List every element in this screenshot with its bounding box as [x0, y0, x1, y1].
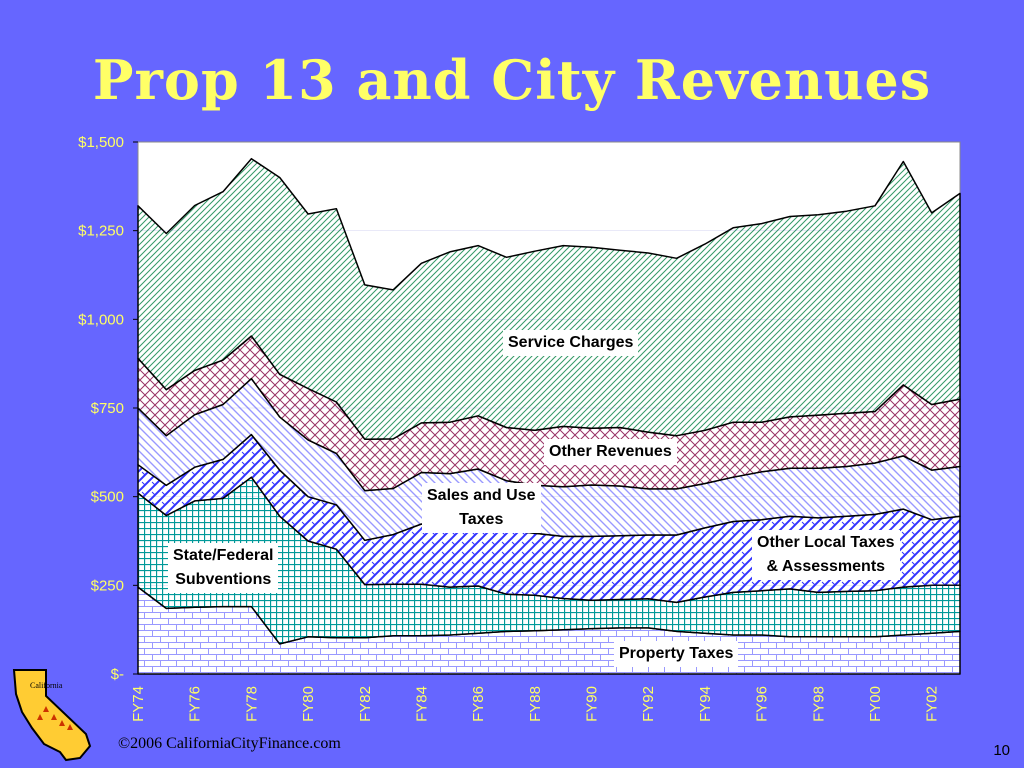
x-tick-label: FY74	[130, 686, 147, 722]
y-tick-label: $1,250	[78, 223, 124, 240]
california-map-logo: California	[12, 669, 92, 762]
y-tick-label: $500	[91, 489, 124, 506]
y-tick-label: $250	[91, 577, 124, 594]
y-tick-label: $1,000	[78, 311, 124, 328]
label-sales-use-taxes: Sales and Use Taxes	[422, 483, 541, 533]
x-tick-label: FY92	[640, 686, 657, 722]
x-tick-label: FY94	[697, 686, 714, 722]
x-tick-label: FY90	[584, 686, 601, 722]
label-sales-use-line2: Taxes	[459, 511, 504, 528]
label-state-federal: State/Federal Subventions	[168, 543, 279, 593]
x-tick-label: FY96	[754, 686, 771, 722]
x-tick-label: FY84	[413, 686, 430, 722]
x-tick-label: FY02	[924, 686, 941, 722]
copyright-footer: ©2006 CaliforniaCityFinance.com	[118, 735, 341, 752]
y-tick-label: $1,500	[78, 134, 124, 151]
area-service-charges	[137, 157, 961, 440]
x-tick-label: FY82	[357, 686, 374, 722]
label-state-federal-line1: State/Federal	[173, 547, 274, 564]
label-state-federal-line2: Subventions	[175, 571, 272, 588]
x-tick-label: FY76	[187, 686, 204, 722]
x-tick-label: FY00	[867, 686, 884, 722]
label-other-local-line1: Other Local Taxes	[757, 534, 895, 551]
x-tick-label: FY98	[810, 686, 827, 722]
x-tick-label: FY86	[470, 686, 487, 722]
label-sales-use-line1: Sales and Use	[427, 487, 536, 504]
label-other-local-taxes: Other Local Taxes & Assessments	[752, 530, 900, 580]
x-tick-label: FY80	[300, 686, 317, 722]
label-other-local-line2: & Assessments	[766, 558, 886, 575]
page-number: 10	[993, 742, 1010, 759]
x-tick-label: FY88	[527, 686, 544, 722]
svg-text:California: California	[30, 681, 63, 690]
label-property-taxes: Property Taxes	[614, 641, 739, 667]
x-tick-label: FY78	[243, 686, 260, 722]
slide-title: Prop 13 and City Revenues	[92, 48, 932, 112]
label-service-charges: Service Charges	[503, 330, 639, 356]
y-tick-label: $-	[111, 666, 124, 683]
y-tick-label: $750	[91, 400, 124, 417]
label-other-revenues: Other Revenues	[544, 439, 677, 465]
